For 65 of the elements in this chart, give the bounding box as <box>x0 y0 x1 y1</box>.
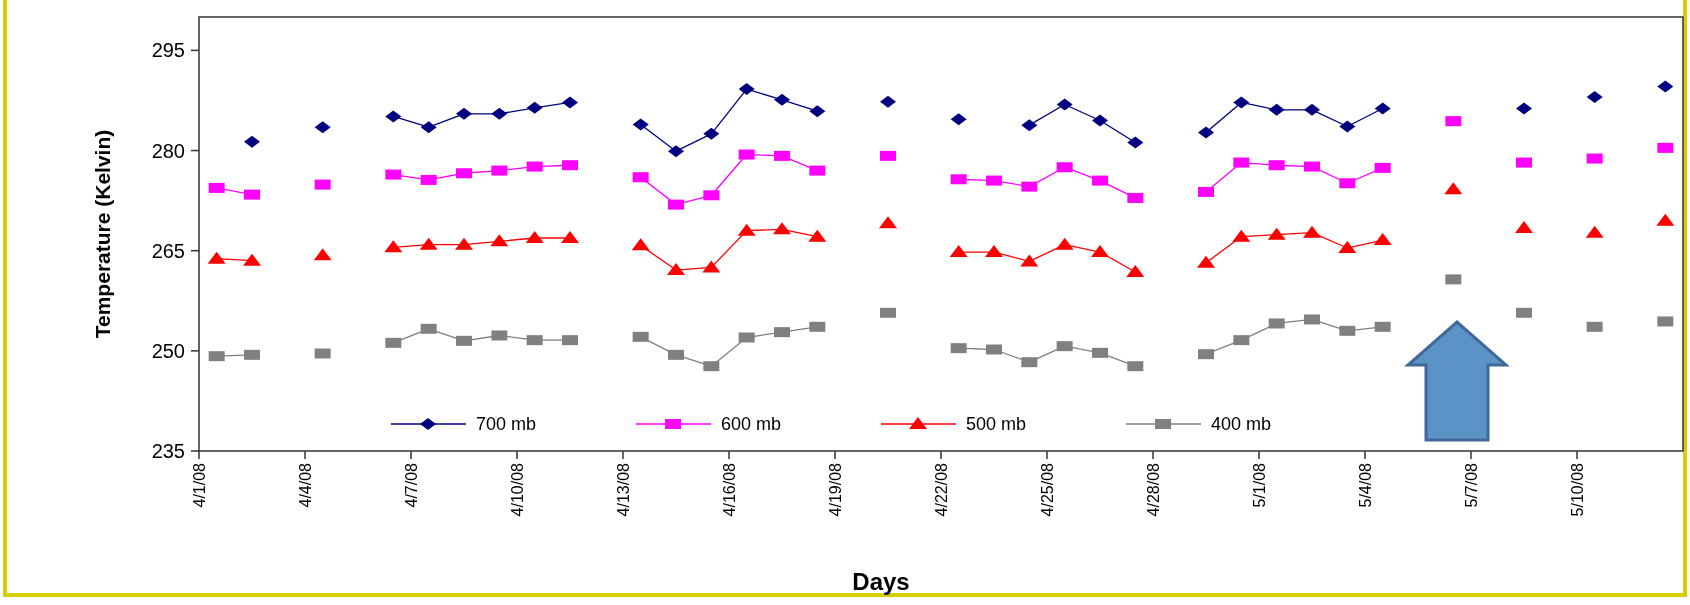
point <box>1127 136 1144 149</box>
x-tick-label: 5/7/08 <box>1462 462 1480 508</box>
point <box>950 113 967 126</box>
x-tick-label: 4/10/08 <box>508 462 526 517</box>
point <box>774 93 790 106</box>
point <box>880 95 896 108</box>
y-tick-label: 235 <box>151 440 185 462</box>
point <box>1092 114 1108 127</box>
point <box>1268 103 1285 116</box>
point <box>773 222 791 235</box>
point <box>1339 120 1356 133</box>
point <box>809 105 826 118</box>
point <box>456 107 472 120</box>
point <box>491 107 508 120</box>
point <box>632 118 649 131</box>
point <box>879 216 897 229</box>
point <box>526 101 543 114</box>
y-tick-label: 250 <box>151 339 185 362</box>
x-axis-title: Days <box>852 568 910 595</box>
legend-label: 600 mb <box>721 414 782 435</box>
point <box>668 145 684 158</box>
point <box>314 121 331 134</box>
legend-label: 700 mb <box>476 414 537 435</box>
y-tick-label: 265 <box>151 239 185 262</box>
point <box>1197 255 1215 268</box>
legend-label: 400 mb <box>1211 414 1272 435</box>
point <box>1056 98 1073 111</box>
point <box>667 263 685 276</box>
point <box>1586 91 1603 104</box>
point <box>1091 245 1109 258</box>
point <box>1198 126 1214 139</box>
x-tick-label: 4/13/08 <box>614 462 632 517</box>
x-tick-label: 4/4/08 <box>296 462 314 508</box>
legend-label: 500 mb <box>966 414 1027 435</box>
point <box>243 253 261 266</box>
point <box>1233 96 1250 109</box>
point <box>703 127 720 140</box>
x-tick-label: 5/10/08 <box>1568 462 1586 517</box>
x-tick-label: 5/1/08 <box>1250 462 1268 508</box>
point <box>561 231 579 244</box>
point <box>385 110 402 123</box>
point <box>1303 225 1321 238</box>
y-tick-label: 295 <box>151 39 185 62</box>
y-axis-title: Temperature (Kelvin) <box>91 129 114 339</box>
x-tick-label: 4/25/08 <box>1038 462 1056 517</box>
point <box>1021 119 1038 132</box>
x-tick-label: 4/19/08 <box>826 462 844 517</box>
x-tick-label: 4/1/08 <box>190 462 208 508</box>
x-tick-label: 4/16/08 <box>720 462 738 517</box>
point <box>738 83 755 96</box>
point <box>1374 102 1391 115</box>
point <box>1516 102 1532 115</box>
x-tick-label: 4/22/08 <box>932 462 950 517</box>
x-tick-label: 4/7/08 <box>402 462 420 508</box>
point <box>985 245 1003 258</box>
y-tick-label: 280 <box>151 139 185 162</box>
point <box>1515 220 1533 233</box>
point <box>1304 103 1320 116</box>
point <box>562 96 578 109</box>
point <box>420 121 437 134</box>
x-tick-label: 5/4/08 <box>1356 462 1374 508</box>
point <box>244 135 260 148</box>
point <box>455 237 473 250</box>
point <box>1657 80 1674 93</box>
x-tick-label: 4/28/08 <box>1144 462 1162 517</box>
